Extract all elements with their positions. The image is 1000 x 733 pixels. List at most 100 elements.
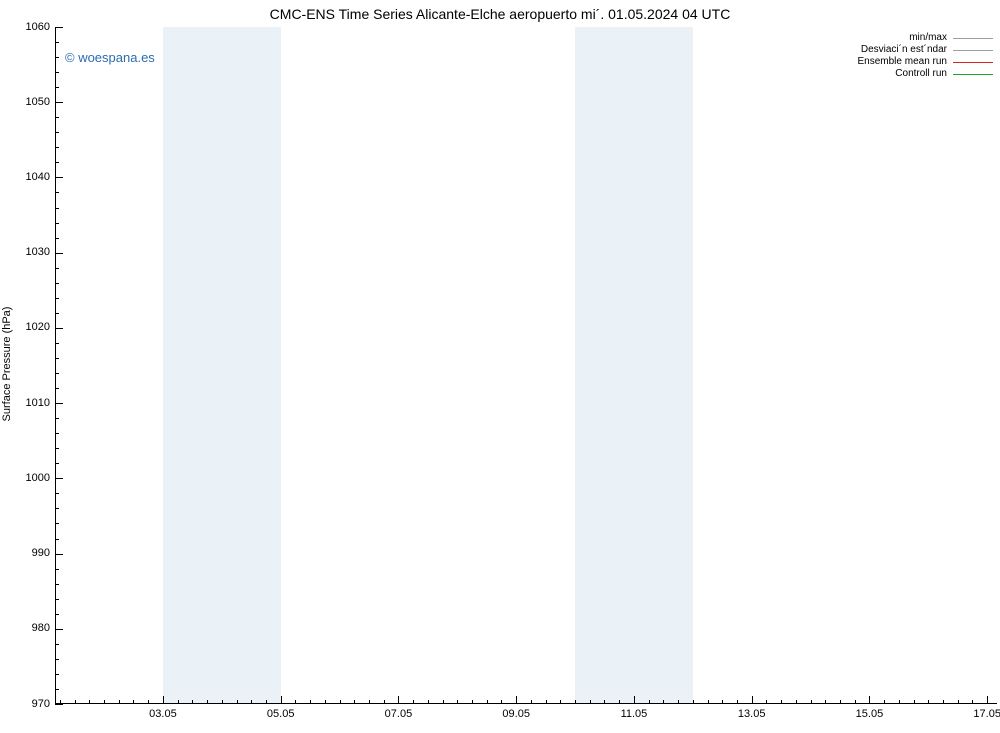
y-tick-label: 1040 <box>10 171 50 183</box>
legend-label: Desviaci´n est´ndar <box>861 44 947 56</box>
y-tick-label: 980 <box>10 622 50 634</box>
y-tick-label: 1000 <box>10 472 50 484</box>
y-tick-minor <box>55 508 59 509</box>
x-tick-minor <box>501 700 502 704</box>
x-tick-minor <box>604 700 605 704</box>
y-tick-minor <box>55 523 59 524</box>
x-tick-minor <box>237 700 238 704</box>
y-tick-major <box>55 478 63 479</box>
x-tick-label: 11.05 <box>604 708 664 720</box>
x-tick-minor <box>222 700 223 704</box>
y-tick-major <box>55 403 63 404</box>
y-tick-label: 1020 <box>10 321 50 333</box>
legend-swatch <box>953 62 993 63</box>
y-tick-major <box>55 328 63 329</box>
y-tick-minor <box>55 388 59 389</box>
x-tick-minor <box>928 700 929 704</box>
x-tick-minor <box>619 700 620 704</box>
x-tick-minor <box>722 700 723 704</box>
x-tick-major <box>516 696 517 704</box>
y-tick-minor <box>55 72 59 73</box>
y-tick-major <box>55 554 63 555</box>
x-tick-minor <box>104 700 105 704</box>
x-tick-minor <box>958 700 959 704</box>
y-tick-minor <box>55 42 59 43</box>
x-tick-minor <box>766 700 767 704</box>
x-tick-minor <box>340 700 341 704</box>
x-tick-minor <box>428 700 429 704</box>
x-tick-minor <box>899 700 900 704</box>
x-tick-major <box>398 696 399 704</box>
y-tick-minor <box>55 448 59 449</box>
y-tick-label: 1060 <box>10 21 50 33</box>
x-tick-minor <box>693 700 694 704</box>
y-tick-minor <box>55 614 59 615</box>
y-tick-label: 1050 <box>10 96 50 108</box>
weekend-band <box>163 27 281 704</box>
legend: min/maxDesviaci´n est´ndarEnsemble mean … <box>858 32 994 80</box>
x-tick-minor <box>678 700 679 704</box>
legend-swatch <box>953 50 993 51</box>
x-tick-minor <box>295 700 296 704</box>
y-tick-label: 1030 <box>10 246 50 258</box>
x-tick-minor <box>575 700 576 704</box>
legend-entry: Ensemble mean run <box>858 56 994 68</box>
x-tick-minor <box>914 700 915 704</box>
y-tick-major <box>55 177 63 178</box>
x-tick-major <box>752 696 753 704</box>
x-tick-minor <box>178 700 179 704</box>
legend-entry: min/max <box>858 32 994 44</box>
y-tick-minor <box>55 659 59 660</box>
legend-label: min/max <box>909 32 947 44</box>
x-tick-minor <box>369 700 370 704</box>
x-tick-minor <box>119 700 120 704</box>
x-tick-minor <box>192 700 193 704</box>
x-tick-minor <box>487 700 488 704</box>
x-tick-minor <box>75 700 76 704</box>
y-tick-major <box>55 253 63 254</box>
legend-label: Ensemble mean run <box>858 56 948 68</box>
y-tick-minor <box>55 539 59 540</box>
x-tick-major <box>163 696 164 704</box>
x-tick-minor <box>325 700 326 704</box>
x-tick-label: 07.05 <box>368 708 428 720</box>
y-tick-label: 1010 <box>10 397 50 409</box>
x-tick-minor <box>457 700 458 704</box>
x-tick-minor <box>207 700 208 704</box>
x-tick-label: 15.05 <box>839 708 899 720</box>
x-tick-minor <box>310 700 311 704</box>
y-tick-minor <box>55 463 59 464</box>
y-tick-minor <box>55 689 59 690</box>
y-tick-minor <box>55 373 59 374</box>
x-tick-minor <box>884 700 885 704</box>
x-tick-minor <box>708 700 709 704</box>
y-tick-minor <box>55 192 59 193</box>
x-tick-label: 05.05 <box>251 708 311 720</box>
x-tick-minor <box>531 700 532 704</box>
legend-swatch <box>953 38 993 39</box>
x-tick-minor <box>972 700 973 704</box>
x-tick-minor <box>443 700 444 704</box>
x-tick-minor <box>796 700 797 704</box>
x-tick-minor <box>384 700 385 704</box>
x-tick-minor <box>737 700 738 704</box>
x-tick-label: 17.05 <box>957 708 1000 720</box>
y-tick-minor <box>55 493 59 494</box>
x-tick-major <box>634 696 635 704</box>
x-tick-minor <box>590 700 591 704</box>
y-tick-label: 990 <box>10 547 50 559</box>
x-tick-major <box>281 696 282 704</box>
x-tick-minor <box>413 700 414 704</box>
legend-label: Controll run <box>895 68 947 80</box>
x-tick-minor <box>60 700 61 704</box>
y-tick-minor <box>55 313 59 314</box>
y-tick-minor <box>55 87 59 88</box>
x-tick-minor <box>811 700 812 704</box>
x-tick-minor <box>546 700 547 704</box>
x-tick-major <box>869 696 870 704</box>
x-tick-minor <box>943 700 944 704</box>
x-tick-minor <box>148 700 149 704</box>
y-tick-minor <box>55 283 59 284</box>
y-tick-minor <box>55 238 59 239</box>
y-tick-minor <box>55 674 59 675</box>
